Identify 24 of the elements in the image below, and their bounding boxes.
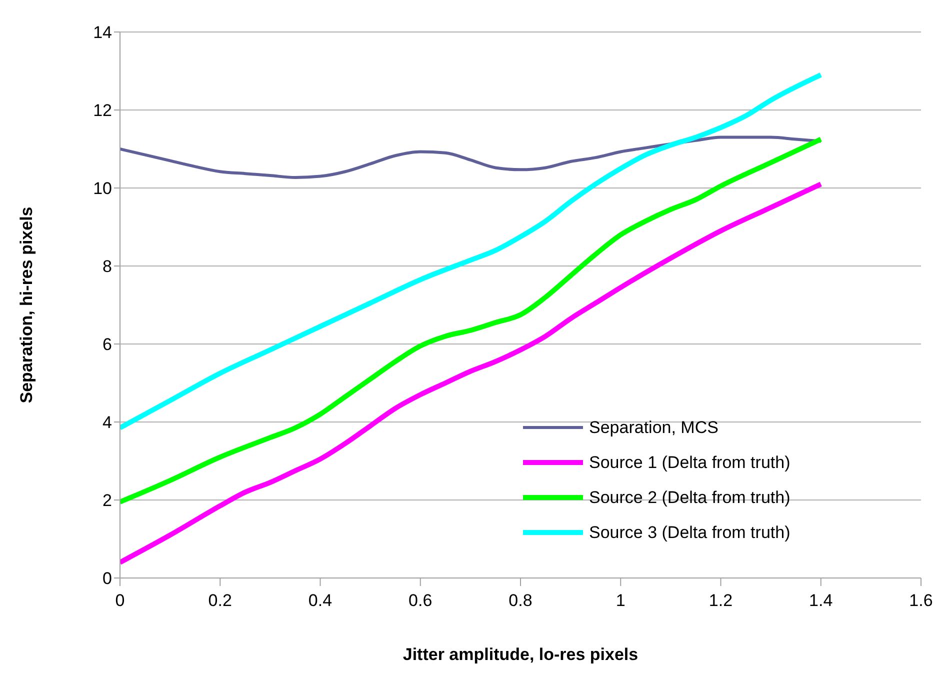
x-tick-label: 0.4 <box>308 591 332 610</box>
x-tick-label: 1 <box>616 591 626 610</box>
x-tick-label: 1.2 <box>708 591 733 610</box>
legend-label: Separation, MCS <box>589 417 718 439</box>
legend-label: Source 1 (Delta from truth) <box>589 452 790 474</box>
y-axis-title: Separation, hi-res pixels <box>17 206 36 404</box>
x-tick-label: 0.6 <box>408 591 432 610</box>
y-tick-label: 2 <box>102 491 112 510</box>
y-tick-label: 6 <box>102 335 112 354</box>
x-tick-label: 1.4 <box>809 591 833 610</box>
x-axis-title: Jitter amplitude, lo-res pixels <box>402 645 638 664</box>
legend-label: Source 2 (Delta from truth) <box>589 487 790 509</box>
y-tick-label: 0 <box>102 569 112 588</box>
x-tick-label: 1.6 <box>909 591 933 610</box>
y-tick-label: 4 <box>102 413 112 432</box>
x-tick-label: 0.2 <box>208 591 232 610</box>
x-tick-label: 0.8 <box>508 591 532 610</box>
y-tick-label: 8 <box>102 257 112 276</box>
y-tick-label: 10 <box>93 179 112 198</box>
line-series <box>120 136 822 179</box>
legend-label: Source 3 (Delta from truth) <box>589 522 790 544</box>
x-tick-label: 0 <box>115 591 125 610</box>
y-tick-label: 14 <box>93 23 112 42</box>
y-tick-label: 12 <box>93 101 112 120</box>
